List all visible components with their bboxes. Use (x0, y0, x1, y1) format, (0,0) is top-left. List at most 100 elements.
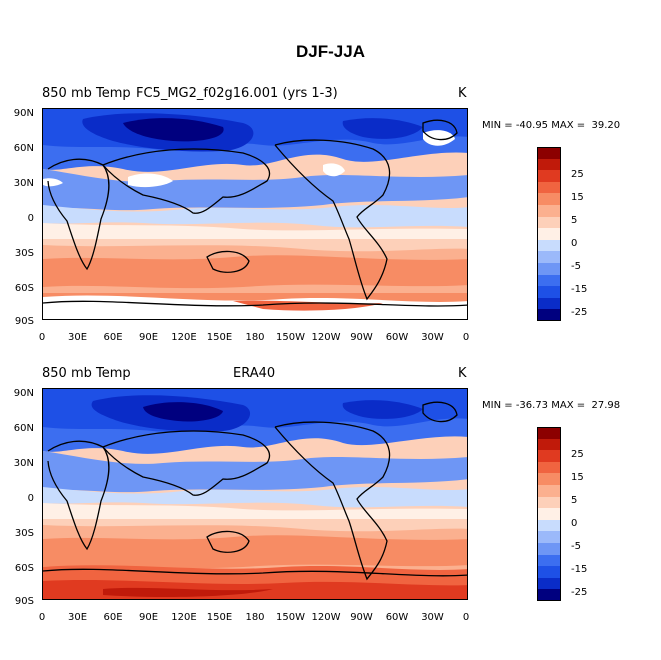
x-tick-label: 120W (311, 612, 341, 623)
colorbar-label: -5 (571, 541, 581, 552)
y-tick-label: 60N (13, 143, 34, 154)
min-max-text: MIN = -36.73 MAX = 27.98 (482, 400, 620, 411)
x-tick-label: 60W (385, 332, 409, 343)
panel-unit-label: K (458, 366, 467, 381)
colorbar-label: 0 (571, 238, 578, 249)
x-tick-label: 120E (171, 332, 197, 343)
min-label: MIN = (482, 120, 513, 131)
colorbar-swatch (537, 193, 561, 205)
x-tick-label: 90E (138, 612, 159, 623)
map-plot (42, 108, 468, 320)
colorbar-swatch (537, 216, 561, 229)
colorbar-swatch (537, 170, 561, 182)
colorbar-swatch (537, 542, 561, 555)
y-tick-label: 90N (13, 388, 34, 399)
y-tick-label: 90S (14, 596, 34, 607)
y-tick-label: 60S (14, 283, 34, 294)
colorbar-swatch (537, 461, 561, 474)
colorbar-label: 25 (571, 169, 584, 180)
max-value: 27.98 (591, 400, 621, 411)
colorbar-label: -5 (571, 261, 581, 272)
colorbar (537, 427, 561, 601)
min-value: -36.73 (515, 400, 549, 411)
y-tick-label: 0 (27, 213, 34, 224)
panel-center-label: ERA40 (233, 366, 276, 381)
colorbar-swatch (537, 484, 561, 497)
y-tick-label: 30N (13, 458, 34, 469)
colorbar-label: 0 (571, 518, 578, 529)
colorbar-swatch (537, 239, 561, 252)
colorbar-label: -15 (571, 564, 588, 575)
min-value: -40.95 (515, 120, 549, 131)
y-tick-label: 30S (14, 248, 34, 259)
colorbar-swatch (537, 438, 561, 451)
x-tick-label: 0 (38, 612, 46, 623)
x-tick-label: 0 (38, 332, 46, 343)
max-label: MAX = (551, 400, 586, 411)
x-tick-label: 60W (385, 612, 409, 623)
map-svg (43, 109, 467, 319)
x-tick-label: 60E (103, 332, 123, 343)
x-tick-label: 150E (206, 612, 233, 623)
colorbar-swatch (537, 158, 561, 171)
colorbar-swatch (537, 204, 561, 217)
colorbar-swatch (537, 531, 561, 543)
colorbar-swatch (537, 309, 561, 321)
colorbar-swatch (537, 228, 561, 240)
colorbar-swatch (537, 286, 561, 298)
min-label: MIN = (482, 400, 513, 411)
colorbar-swatch (537, 297, 561, 310)
x-tick-label: 120E (171, 612, 197, 623)
x-tick-label: 30W (421, 332, 444, 343)
x-tick-label: 150E (206, 332, 233, 343)
colorbar-swatch (537, 181, 561, 194)
x-tick-label: 150W (276, 332, 305, 343)
panel-left-label: 850 mb Temp (42, 366, 131, 381)
colorbar-swatch (537, 427, 561, 439)
map-plot (42, 388, 468, 600)
y-tick-label: 90S (14, 316, 34, 327)
x-tick-label: 90W (350, 612, 373, 623)
colorbar-swatch (537, 589, 561, 601)
panel-unit-label: K (458, 86, 467, 101)
max-value: 39.20 (591, 120, 621, 131)
colorbar-swatch (537, 519, 561, 532)
colorbar (537, 147, 561, 321)
x-tick-label: 120W (311, 332, 341, 343)
y-tick-label: 90N (13, 108, 34, 119)
x-tick-label: 180 (245, 332, 265, 343)
y-tick-label: 60S (14, 563, 34, 574)
panel-center-label: FC5_MG2_f02g16.001 (yrs 1-3) (136, 86, 338, 101)
x-tick-label: 30W (421, 612, 444, 623)
colorbar-label: 15 (571, 472, 584, 483)
x-tick-label: 30E (67, 332, 88, 343)
colorbar-label: -25 (571, 307, 588, 318)
panel-left-label: 850 mb Temp (42, 86, 131, 101)
x-tick-label: 60E (103, 612, 123, 623)
colorbar-swatch (537, 473, 561, 485)
colorbar-swatch (537, 274, 561, 287)
colorbar-swatch (537, 566, 561, 578)
colorbar-swatch (537, 577, 561, 590)
colorbar-label: -25 (571, 587, 588, 598)
x-tick-label: 0 (462, 332, 470, 343)
colorbar-swatch (537, 496, 561, 509)
x-tick-label: 150W (276, 612, 305, 623)
y-tick-label: 60N (13, 423, 34, 434)
colorbar-swatch (537, 251, 561, 263)
x-tick-label: 90E (138, 332, 159, 343)
colorbar-swatch (537, 554, 561, 567)
map-svg (43, 389, 467, 599)
colorbar-swatch (537, 147, 561, 159)
x-tick-label: 0 (462, 612, 470, 623)
colorbar-label: 5 (571, 495, 578, 506)
y-tick-label: 30S (14, 528, 34, 539)
y-tick-label: 30N (13, 178, 34, 189)
min-max-text: MIN = -40.95 MAX = 39.20 (482, 120, 620, 131)
x-tick-label: 90W (350, 332, 373, 343)
colorbar-swatch (537, 508, 561, 520)
panel-model: 850 mb Temp FC5_MG2_f02g16.001 (yrs 1-3)… (0, 86, 661, 358)
colorbar-label: 25 (571, 449, 584, 460)
panel-reanalysis: 850 mb Temp ERA40 K MIN = -36.73 MAX = 2… (0, 366, 661, 638)
colorbar-label: 15 (571, 192, 584, 203)
